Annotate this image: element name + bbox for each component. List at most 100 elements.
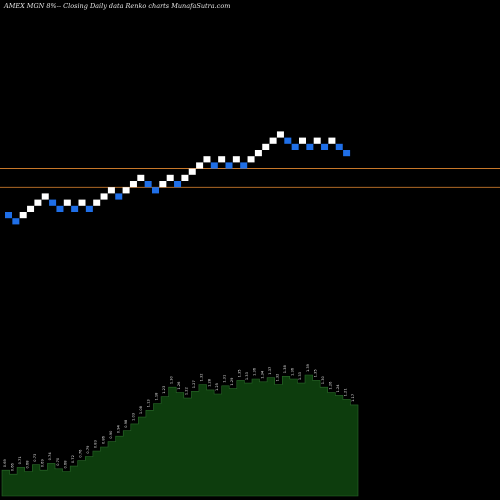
renko-brick-up [232,156,240,163]
volume-label: 1.29 [230,377,234,386]
renko-brick-down [284,137,292,144]
renko-brick-up [100,193,108,200]
volume-label: 1.08 [139,405,143,414]
renko-brick-up [129,181,137,188]
renko-brick-down [144,181,152,188]
renko-brick-down [240,162,248,169]
renko-brick-down [225,162,233,169]
volume-label: 0.68 [63,460,67,469]
volume-area-path [1,374,359,497]
volume-area [1,374,359,497]
volume-label: 1.35 [238,369,242,377]
volume-label: 1.17 [351,394,355,402]
volume-label: 0.69 [3,458,7,467]
volume-label: 0.66 [10,463,14,472]
renko-brick-up [122,187,130,194]
renko-brick-down [343,150,351,157]
renko-brick-down [306,143,314,150]
renko-brick-up [27,205,35,212]
renko-brick-down [12,218,20,225]
price-lines [0,168,500,188]
renko-brick-up [299,137,306,144]
volume-label: 1.33 [298,372,302,380]
volume-label: 1.22 [185,387,189,395]
volume-label: 1.32 [275,374,279,382]
volume-label: 1.21 [344,388,348,396]
renko-brick-up [137,174,145,181]
volume-label: 0.71 [18,456,22,464]
volume-label: 1.38 [283,365,287,374]
renko-brick-up [63,199,71,206]
volume-label: 0.86 [101,435,105,444]
volume-label: 1.26 [329,381,333,390]
volume-label: 1.39 [306,363,310,372]
renko-brick-up [262,143,270,150]
volume-label: 1.34 [260,370,264,379]
renko-brick-up [19,212,27,219]
renko-brick-up [188,168,196,175]
volume-label: 1.35 [313,369,317,377]
renko-brick-up [78,199,86,206]
renko-brick-up [269,137,277,144]
renko-brick-down [321,143,329,150]
volume-label: 1.23 [162,386,166,394]
volume-label: 1.31 [222,375,226,383]
volume-label: 0.90 [109,430,113,439]
volume-labels: 0.690.660.710.680.730.690.740.70 0.680.72… [3,363,355,471]
volume-label: 1.26 [177,381,181,390]
volume-label: 1.13 [147,399,151,407]
volume-label: 1.30 [169,375,173,384]
renko-brick-up [313,137,321,144]
volume-label: 1.24 [336,384,340,393]
renko-brick-down [174,181,182,188]
volume-label: 0.74 [48,452,52,461]
renko-brick-down [115,193,123,200]
renko-brick-down [56,205,64,212]
renko-brick-down [85,205,93,212]
volume-label: 1.30 [321,375,325,384]
volume-label: 1.32 [200,373,204,381]
volume-label: 1.27 [192,380,196,388]
volume-label: 1.25 [215,383,219,391]
renko-brick-up [34,199,42,206]
renko-brick-down [335,143,343,150]
renko-brick-up [328,137,336,144]
volume-label: 1.18 [154,392,158,401]
volume-label: 0.70 [56,457,60,466]
renko-brick-up [41,193,49,200]
renko-brick-down [71,205,79,212]
renko-brick-down [291,143,299,150]
renko-brick-up [166,174,174,181]
renko-brick-up [159,181,167,188]
volume-label: 0.98 [124,419,128,428]
renko-brick-down [49,199,57,206]
volume-label: 0.68 [26,460,30,469]
chart-title: AMEX MGN 8%-- Closing Daily data Renko c… [4,2,231,10]
volume-label: 0.72 [71,455,75,463]
renko-brick-up [196,162,204,169]
renko-brick-up [181,174,189,181]
volume-label: 1.36 [291,367,295,376]
volume-label: 0.69 [41,459,45,468]
renko-brick-down [5,212,12,219]
volume-label: 1.28 [207,378,211,387]
renko-brick-up [203,156,211,163]
renko-brick-down [210,162,218,169]
renko-bricks [5,131,351,225]
volume-label: 1.03 [132,413,136,421]
renko-brick-up [247,156,255,163]
volume-label: 0.94 [116,424,120,433]
renko-brick-up [93,199,101,206]
volume-label: 0.79 [86,445,90,454]
renko-brick-up [276,131,284,138]
renko-brick-down [152,187,159,194]
renko-brick-up [218,156,226,163]
volume-label: 0.83 [94,440,98,448]
volume-label: 0.73 [33,454,37,462]
renko-brick-up [107,187,115,194]
renko-brick-up [254,150,262,157]
volume-label: 1.33 [245,372,249,380]
volume-label: 0.76 [79,449,83,458]
